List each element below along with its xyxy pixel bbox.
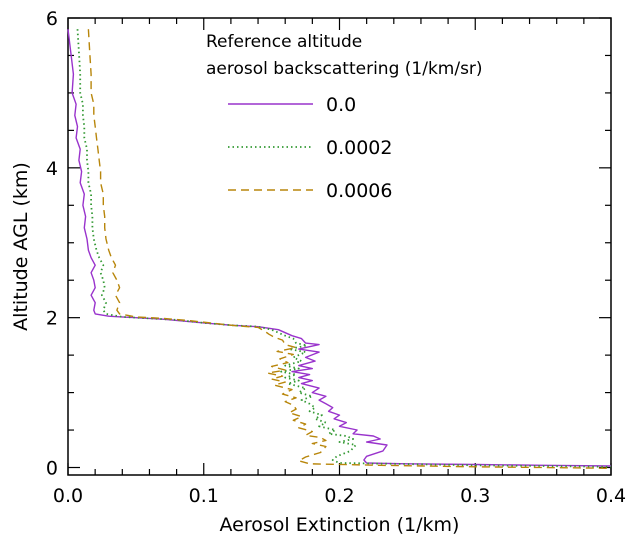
y-axis-label: Altitude AGL (km) xyxy=(10,162,32,331)
series-layer xyxy=(67,29,612,469)
y-tick-label: 6 xyxy=(46,8,58,30)
y-tick-label: 2 xyxy=(46,308,58,330)
x-tick-label: 0.3 xyxy=(460,485,490,507)
y-tick-label: 4 xyxy=(46,158,58,180)
plot-frame xyxy=(67,17,612,476)
x-tick-label: 0.1 xyxy=(189,485,219,507)
legend-title-line-1: Reference altitude xyxy=(206,32,362,52)
axis-ticks: 0.0 0.1 0.2 0.3 0.4 0 2 4 6 xyxy=(46,8,626,507)
x-tick-label: 0.2 xyxy=(324,485,354,507)
legend-label-1: 0.0 xyxy=(326,94,356,116)
legend: Reference altitude aerosol backscatterin… xyxy=(206,32,483,202)
series-line-2 xyxy=(76,29,612,468)
x-axis-label: Aerosol Extinction (1/km) xyxy=(220,514,460,536)
legend-entries: 0.0 0.0002 0.0006 xyxy=(228,94,392,202)
y-tick-label: 0 xyxy=(46,458,58,480)
series-line-1 xyxy=(67,29,612,467)
legend-label-2: 0.0002 xyxy=(326,137,392,159)
legend-label-3: 0.0006 xyxy=(326,180,392,202)
x-tick-label: 0.4 xyxy=(596,485,626,507)
legend-title-line-2: aerosol backscattering (1/km/sr) xyxy=(206,59,483,79)
x-tick-label: 0.0 xyxy=(53,485,83,507)
series-line-3 xyxy=(87,29,612,469)
